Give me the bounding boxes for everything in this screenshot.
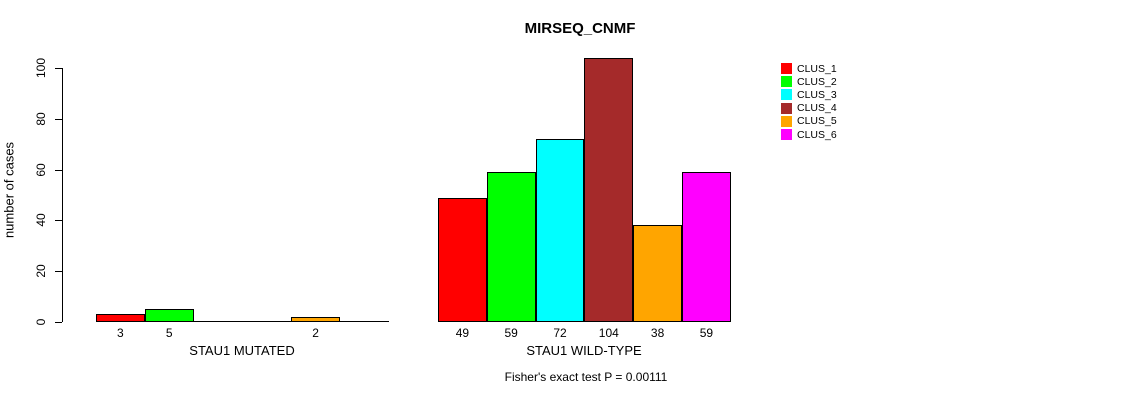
zero-baseline [96, 321, 389, 322]
bar-clus_5 [633, 225, 682, 322]
bar-clus_2 [486, 172, 536, 322]
bar-clus_2 [144, 309, 194, 322]
legend-swatch-clus_1 [781, 63, 792, 75]
y-axis-tick-mark [55, 322, 62, 323]
group-label-stau1-wild-type: STAU1 WILD-TYPE [526, 343, 642, 358]
legend-label: CLUS_2 [797, 75, 837, 88]
y-axis-tick-mark [55, 169, 62, 171]
bar-value-label: 2 [312, 326, 319, 340]
legend-item-clus_2: CLUS_2 [781, 75, 837, 88]
y-axis-tick-label: 80 [34, 112, 48, 126]
chart-title: MIRSEQ_CNMF [524, 20, 636, 37]
bar-value-label: 3 [117, 326, 124, 340]
bar-value-label: 38 [650, 326, 665, 340]
legend-label: CLUS_4 [797, 102, 837, 115]
legend-item-clus_1: CLUS_1 [781, 62, 837, 75]
bar-clus_4 [584, 57, 634, 322]
bar-value-label: 59 [699, 326, 714, 340]
y-axis-tick-mark [55, 68, 62, 69]
y-axis-tick-label: 0 [34, 318, 48, 326]
bar-clus_1 [96, 314, 145, 322]
bar-value-label: 59 [504, 326, 518, 340]
legend-item-clus_4: CLUS_4 [781, 102, 837, 115]
bar-clus_6 [682, 172, 731, 322]
y-axis-tick-mark [55, 220, 62, 222]
legend-label: CLUS_5 [797, 115, 837, 128]
legend-swatch-clus_5 [781, 115, 792, 127]
legend-swatch-clus_4 [781, 102, 792, 114]
y-axis-tick-label: 20 [34, 264, 48, 278]
subtitle-fisher-test: Fisher's exact test P = 0.00111 [504, 370, 668, 384]
legend: CLUS_1 CLUS_2 CLUS_3 CLUS_4 CLUS_5 CLUS_6 [781, 62, 837, 141]
legend-item-clus_6: CLUS_6 [781, 128, 837, 141]
legend-swatch-clus_3 [781, 89, 792, 101]
y-axis-tick-label: 100 [34, 57, 48, 79]
bar-clus_1 [438, 197, 487, 322]
bar-value-label: 49 [455, 326, 470, 340]
bar-clus_5 [291, 316, 340, 322]
legend-swatch-clus_6 [781, 129, 792, 141]
y-axis-tick-mark [55, 271, 62, 273]
y-axis-line [62, 68, 63, 322]
legend-label: CLUS_1 [797, 62, 837, 75]
bar-value-label: 5 [165, 326, 173, 340]
y-axis-label: number of cases [1, 141, 17, 239]
group-label-stau1-mutated: STAU1 MUTATED [189, 343, 295, 358]
legend-label: CLUS_3 [797, 88, 837, 101]
y-axis-tick-label: 60 [34, 162, 48, 177]
bar-value-label: 104 [598, 326, 619, 340]
legend-swatch-clus_2 [781, 76, 792, 88]
y-axis-tick-label: 40 [34, 213, 48, 228]
bar-clus_3 [535, 139, 585, 322]
legend-label: CLUS_6 [797, 128, 837, 141]
legend-item-clus_5: CLUS_5 [781, 115, 837, 128]
legend-item-clus_3: CLUS_3 [781, 88, 837, 101]
y-axis-tick-mark [55, 118, 62, 120]
bar-value-label: 72 [553, 326, 567, 340]
